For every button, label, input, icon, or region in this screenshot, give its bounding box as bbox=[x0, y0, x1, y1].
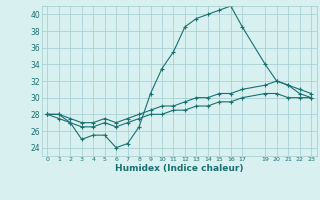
X-axis label: Humidex (Indice chaleur): Humidex (Indice chaleur) bbox=[115, 164, 244, 173]
